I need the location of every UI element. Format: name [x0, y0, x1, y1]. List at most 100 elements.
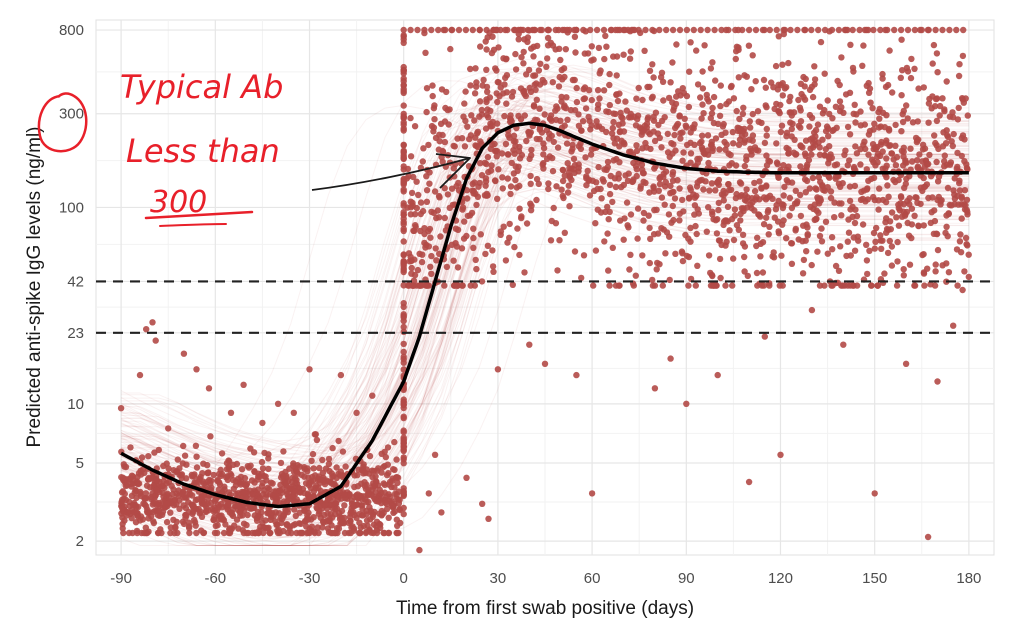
data-point: [669, 189, 676, 196]
data-point: [650, 183, 657, 190]
data-point: [150, 519, 158, 527]
data-point: [826, 110, 833, 118]
data-point: [797, 107, 804, 114]
data-point: [798, 90, 805, 98]
data-point: [911, 212, 918, 219]
data-point: [418, 258, 426, 266]
data-point: [950, 130, 957, 138]
data-point: [700, 110, 707, 117]
data-point: [400, 359, 407, 366]
data-point: [909, 158, 916, 165]
data-point: [851, 101, 858, 109]
data-point: [797, 124, 804, 131]
data-point: [320, 519, 327, 526]
data-point: [884, 26, 891, 34]
data-point: [468, 112, 475, 119]
data-point: [117, 405, 125, 412]
data-point: [792, 225, 799, 233]
data-point: [190, 502, 197, 509]
data-point: [804, 231, 811, 238]
data-point: [813, 207, 820, 214]
data-point: [369, 473, 376, 481]
data-point: [911, 26, 919, 34]
data-point: [610, 157, 617, 164]
data-point: [771, 214, 778, 221]
data-point: [669, 169, 677, 176]
data-point: [900, 153, 907, 160]
data-point: [894, 238, 901, 246]
data-point: [722, 242, 729, 249]
data-point: [727, 186, 735, 193]
data-point: [709, 145, 716, 152]
data-point: [400, 340, 407, 348]
data-point: [400, 68, 407, 75]
data-point: [908, 234, 915, 242]
data-point: [461, 218, 468, 225]
data-point: [916, 151, 923, 158]
data-point: [912, 194, 919, 201]
data-point: [606, 282, 613, 289]
data-point: [181, 452, 189, 459]
data-point: [769, 195, 776, 202]
data-point: [582, 105, 590, 112]
data-point: [595, 44, 603, 52]
data-point: [864, 270, 871, 278]
data-point: [788, 133, 795, 140]
data-point: [920, 183, 928, 191]
data-point: [639, 145, 646, 152]
data-point: [934, 378, 941, 385]
data-point: [949, 114, 957, 121]
data-point: [353, 409, 360, 416]
data-point: [811, 76, 819, 83]
data-point: [251, 479, 258, 486]
y-tick-label: 42: [67, 273, 84, 290]
data-point: [716, 237, 723, 244]
data-point: [552, 107, 559, 114]
data-point: [333, 505, 341, 512]
data-point: [545, 135, 553, 142]
data-point: [568, 148, 575, 155]
data-point: [587, 26, 594, 34]
data-point: [739, 110, 747, 118]
data-point: [133, 527, 141, 535]
data-point: [491, 177, 499, 184]
data-point: [887, 226, 894, 233]
data-point: [289, 474, 296, 481]
data-point: [832, 262, 840, 270]
data-point: [537, 60, 544, 67]
data-point: [221, 483, 228, 490]
data-point: [251, 512, 258, 519]
data-point: [467, 82, 474, 89]
data-point: [431, 116, 438, 123]
data-point: [204, 461, 211, 469]
data-point: [955, 104, 962, 112]
data-point: [616, 128, 624, 135]
data-point: [716, 112, 724, 120]
data-point: [338, 515, 345, 522]
data-point: [473, 79, 480, 86]
data-point: [874, 282, 881, 289]
data-point: [593, 118, 600, 125]
data-point: [478, 106, 485, 114]
data-point: [656, 261, 663, 268]
data-point: [953, 246, 961, 253]
data-point: [272, 518, 279, 525]
data-point: [752, 26, 760, 34]
data-point: [433, 257, 440, 264]
data-point: [234, 475, 242, 483]
data-point: [606, 101, 613, 109]
data-point: [943, 260, 950, 267]
data-point: [760, 221, 768, 228]
data-point: [540, 160, 547, 167]
data-point: [266, 485, 273, 493]
data-point: [477, 231, 484, 238]
data-point: [838, 212, 845, 219]
data-point: [928, 105, 935, 112]
data-point: [408, 282, 416, 289]
data-point: [145, 453, 152, 460]
data-point: [667, 182, 674, 190]
data-point: [895, 176, 902, 184]
data-point: [400, 413, 407, 420]
data-point: [496, 93, 503, 100]
data-point: [435, 192, 443, 200]
